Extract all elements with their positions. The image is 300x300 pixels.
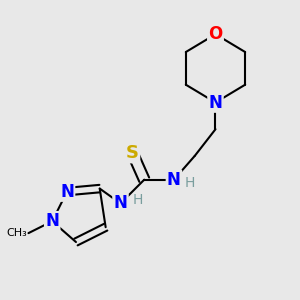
Text: CH₃: CH₃ <box>6 228 27 238</box>
Text: N: N <box>167 171 181 189</box>
Text: O: O <box>208 25 223 43</box>
Text: H: H <box>133 194 143 208</box>
Text: N: N <box>114 194 128 212</box>
Text: N: N <box>45 212 59 230</box>
Text: H: H <box>185 176 195 190</box>
Text: S: S <box>126 144 139 162</box>
Text: N: N <box>60 183 74 201</box>
Text: N: N <box>208 94 222 112</box>
